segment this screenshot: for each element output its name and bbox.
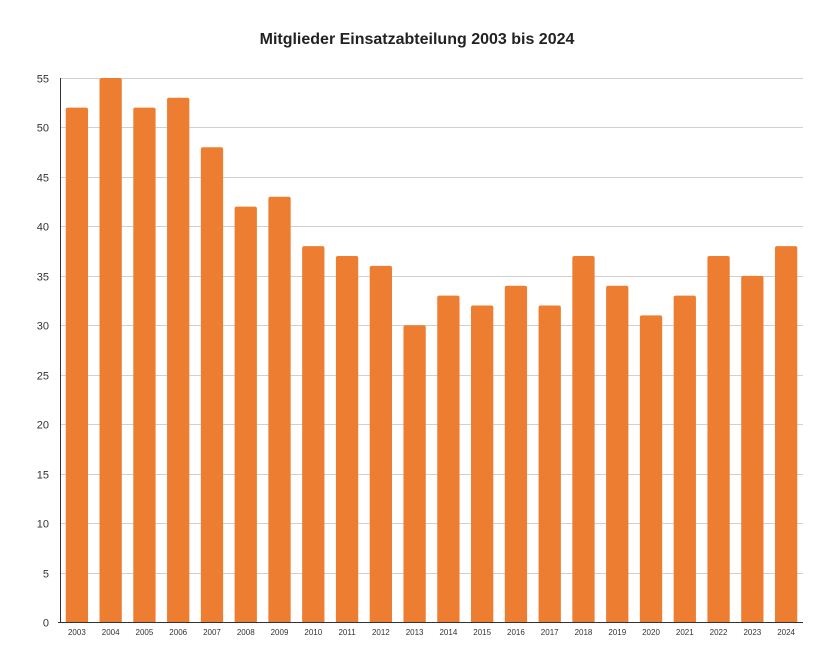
y-tick-label: 40 [37, 222, 49, 234]
x-tick-label: 2014 [439, 628, 457, 637]
bar [673, 295, 696, 622]
y-tick-label: 35 [37, 272, 49, 284]
x-tick-label: 2017 [541, 628, 559, 637]
x-tick-label: 2023 [743, 628, 761, 637]
x-tick-label: 2003 [68, 628, 86, 637]
bar [639, 315, 663, 622]
x-tick-label: 2005 [136, 628, 154, 637]
x-tick-label: 2004 [102, 628, 120, 637]
y-tick-label: 0 [43, 618, 49, 630]
x-tick-label: 2019 [608, 628, 626, 637]
bar [741, 275, 764, 622]
bars [65, 78, 798, 623]
chart-title: Mitglieder Einsatzabteilung 2003 bis 202… [259, 31, 575, 48]
bar [302, 246, 325, 623]
bar [774, 246, 798, 623]
bar [200, 147, 224, 622]
y-tick-label: 30 [37, 321, 49, 333]
y-tick-label: 10 [37, 519, 49, 531]
x-tick-label: 2010 [304, 628, 322, 637]
bar [268, 196, 291, 622]
bar [572, 256, 595, 622]
y-tick-label: 5 [43, 569, 49, 581]
bar [707, 256, 730, 622]
bar [99, 78, 122, 622]
x-tick-label: 2008 [237, 628, 255, 637]
y-tick-label: 25 [37, 371, 49, 383]
bar [133, 107, 156, 622]
bar [403, 325, 426, 622]
x-tick-label: 2012 [372, 628, 390, 637]
y-tick-label: 50 [37, 123, 49, 135]
bar [369, 265, 392, 622]
x-tick-label: 2021 [676, 628, 694, 637]
axes [58, 78, 803, 623]
x-tick-label: 2020 [642, 628, 660, 637]
x-tick-labels: 2003 2004 2005 2006 2007 2008 2009 2010 2011 2012… [68, 628, 796, 637]
y-tick-labels: 0 5 10 15 20 25 30 35 40 45 50 55 [37, 74, 49, 630]
y-tick-label: 45 [37, 173, 49, 185]
y-tick-label: 55 [37, 74, 49, 86]
x-tick-label: 2022 [710, 628, 728, 637]
bar [504, 285, 528, 622]
bar [471, 305, 494, 622]
x-tick-label: 2015 [473, 628, 491, 637]
bar [538, 305, 561, 622]
x-tick-label: 2013 [406, 628, 424, 637]
bar [437, 295, 460, 622]
x-tick-label: 2024 [777, 628, 795, 637]
bar [167, 97, 190, 623]
bar [234, 206, 257, 622]
x-tick-label: 2018 [575, 628, 593, 637]
x-tick-label: 2007 [203, 628, 221, 637]
x-tick-label: 2016 [507, 628, 525, 637]
bar [335, 256, 359, 622]
bar [65, 107, 89, 622]
x-tick-label: 2009 [271, 628, 289, 637]
x-tick-label: 2006 [169, 628, 187, 637]
y-tick-label: 20 [37, 420, 49, 432]
bar [606, 285, 629, 622]
x-tick-label: 2011 [338, 628, 356, 637]
y-tick-label: 15 [37, 470, 49, 482]
